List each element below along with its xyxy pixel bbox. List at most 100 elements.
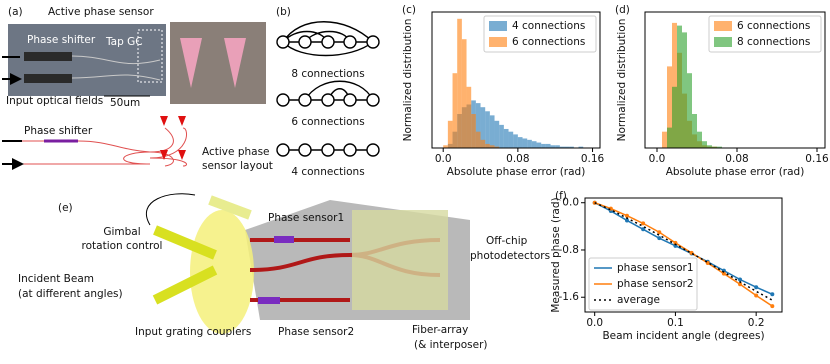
histogram-bar — [662, 131, 667, 148]
series-marker — [657, 236, 662, 241]
diagram-label: (& interposer) — [414, 339, 488, 351]
layout-label: Active phase — [202, 146, 270, 158]
diagram-label: photodetectors — [470, 250, 550, 262]
histogram-bar — [672, 86, 677, 148]
panel-title: Active phase sensor — [48, 6, 154, 18]
legend-label: 8 connections — [737, 36, 810, 48]
histogram-bar — [443, 145, 448, 148]
plot-frame — [644, 11, 826, 149]
histogram-bar — [559, 146, 565, 148]
histogram-bar — [475, 103, 481, 148]
zoom-photo — [170, 22, 266, 104]
x-tick-label: 0.08 — [506, 153, 529, 165]
series-marker — [641, 227, 646, 232]
diagram-label: Incident Beam — [18, 273, 94, 285]
legend-label: average — [617, 294, 660, 306]
histogram-bar — [503, 128, 509, 148]
histogram-bar — [480, 107, 486, 148]
legend-swatch — [489, 37, 507, 47]
graph-label: 8 connections — [291, 68, 364, 80]
legend-swatch — [489, 21, 507, 31]
histogram-bar — [569, 146, 574, 148]
beam-spot — [190, 210, 254, 334]
input-arrow — [2, 56, 20, 79]
histogram-bar — [707, 145, 712, 148]
histogram-bar — [578, 146, 584, 148]
waveguide — [71, 55, 161, 81]
fiber-array — [352, 210, 448, 310]
histogram-bar — [682, 32, 687, 148]
phase-shifter-photo — [24, 74, 72, 83]
render-waveguide — [249, 238, 441, 302]
panel-label: (f) — [555, 190, 567, 202]
series-marker — [673, 243, 678, 248]
panel-label: (e) — [58, 202, 73, 214]
histogram-bar — [712, 146, 717, 148]
histogram-bar — [494, 146, 500, 148]
histogram-bar — [672, 22, 677, 149]
legend-swatch — [714, 21, 732, 31]
layout-label: sensor layout — [202, 160, 273, 172]
histogram-bar — [545, 143, 551, 148]
histogram-bar — [531, 141, 537, 148]
histogram-bar — [485, 143, 490, 148]
series-marker — [721, 271, 726, 276]
graph-label: 6 connections — [291, 116, 364, 128]
histogram-bar — [494, 120, 500, 148]
panel-label: (b) — [276, 6, 291, 18]
plot-frame — [431, 11, 601, 149]
series-line — [594, 202, 773, 307]
histogram-bar — [517, 137, 523, 148]
plot-frame — [584, 197, 783, 313]
histogram-bar — [471, 114, 476, 148]
legend-box — [588, 257, 698, 311]
diagram-label: Phase sensor2 — [278, 326, 354, 338]
photo-label: Phase shifter — [27, 34, 96, 46]
series-marker — [624, 213, 629, 218]
x-tick-label: 0.0 — [586, 317, 603, 329]
histogram-bar — [461, 39, 467, 149]
histogram-bar — [667, 66, 672, 148]
histogram-bar — [499, 124, 504, 148]
histogram-bar — [692, 114, 697, 148]
layout-label: Phase shifter — [24, 125, 93, 137]
series-marker — [754, 285, 759, 290]
photo-label: Tap GC — [105, 36, 143, 48]
series-marker — [738, 282, 743, 287]
histogram-bar — [541, 143, 546, 148]
histogram-bar — [527, 139, 532, 148]
histogram-bar — [555, 145, 560, 148]
y-tick-label: -1.6 — [559, 291, 580, 303]
histogram-bar — [489, 115, 495, 148]
beam-arrow — [208, 195, 252, 220]
series-marker — [641, 221, 646, 226]
x-tick-label: 0.2 — [748, 317, 765, 329]
series-line — [594, 202, 773, 301]
legend-label: 4 connections — [512, 20, 585, 32]
histogram-bar — [697, 131, 702, 148]
legend-label: phase sensor2 — [617, 278, 694, 290]
y-tick-label: -0.8 — [559, 244, 580, 256]
series-marker — [624, 218, 629, 223]
y-axis-label: Normalized distribution — [616, 19, 628, 142]
panel-label: (d) — [615, 4, 630, 16]
diagram-label: Gimbal — [103, 226, 140, 238]
histogram-bar — [717, 146, 722, 148]
x-axis-label: Beam incident angle (degrees) — [602, 330, 764, 342]
legend-box — [483, 15, 597, 53]
x-tick-label: 0.16 — [805, 153, 829, 165]
x-tick-label: 0.0 — [649, 153, 666, 165]
histogram-bar — [550, 145, 556, 148]
scale-label: 50um — [110, 97, 140, 109]
legend-box — [708, 15, 822, 53]
x-tick-label: 0.16 — [581, 153, 605, 165]
graph-label: 4 connections — [291, 166, 364, 178]
histogram-bar — [677, 25, 682, 149]
histogram-bar — [452, 73, 458, 148]
histogram-bar — [536, 142, 542, 148]
diagram-label: rotation control — [82, 240, 163, 252]
photo-caption: Input optical fields — [6, 95, 103, 107]
histogram-bar — [667, 127, 672, 148]
graph-diagram — [276, 21, 380, 157]
